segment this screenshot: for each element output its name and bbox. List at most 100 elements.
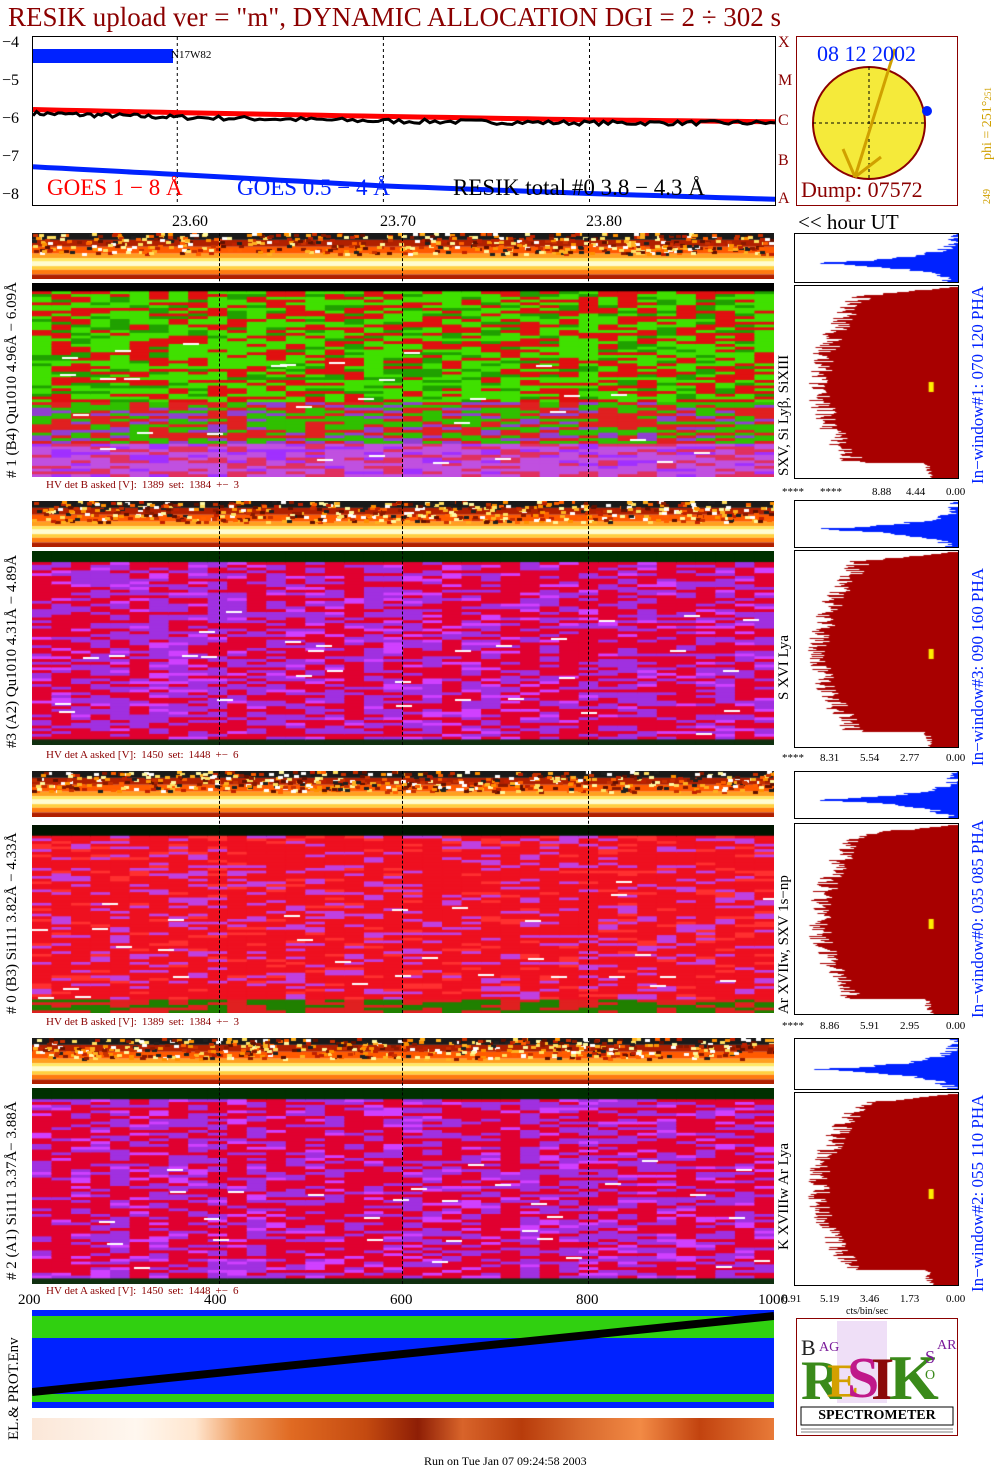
goes-class-a: A bbox=[778, 190, 790, 207]
svg-text:R: R bbox=[801, 1350, 842, 1412]
pha-tick: 8.88 bbox=[872, 486, 892, 498]
flag-bar bbox=[33, 49, 173, 63]
time-tick: 23.60 bbox=[172, 213, 208, 230]
y-tick: −6 bbox=[2, 110, 20, 127]
line-label: K XVIIIw Ar Lya bbox=[776, 1142, 792, 1250]
line-label: S XVI Lya bbox=[776, 635, 792, 700]
gradient-strip bbox=[32, 1418, 774, 1440]
pha-tick: **** bbox=[782, 752, 804, 764]
svg-text:E: E bbox=[827, 1355, 859, 1408]
bin-tick: 600 bbox=[390, 1292, 413, 1308]
bin-tick: 1000 bbox=[758, 1292, 788, 1308]
pha-tick: **** bbox=[820, 486, 842, 498]
pha-top-histogram bbox=[794, 1038, 959, 1090]
pha-top-canvas bbox=[795, 772, 958, 818]
pha-window-label: In−window#1: 070 120 PHA bbox=[968, 285, 987, 484]
pha-canvas bbox=[795, 551, 958, 747]
y-tick: −5 bbox=[2, 72, 20, 89]
sun-panel: 08 12 2002 Dump: 07572 bbox=[796, 36, 958, 206]
pha-tick: 2.95 bbox=[900, 1020, 920, 1032]
pha-tick: 0.00 bbox=[946, 486, 966, 498]
spectrogram-det1 bbox=[32, 233, 774, 477]
flag-label: N17W82 bbox=[171, 49, 212, 61]
pha-histogram bbox=[794, 823, 959, 1015]
line-label: Ar XVIIw, SXV 1s−np bbox=[776, 875, 792, 1014]
pha-tick: 8.31 bbox=[820, 752, 840, 764]
y-tick: −8 bbox=[2, 186, 20, 203]
env-panel bbox=[32, 1310, 774, 1408]
y-tick: −4 bbox=[2, 34, 20, 51]
series-resik bbox=[33, 109, 775, 128]
time-tick: 23.80 bbox=[586, 213, 622, 230]
goes-class-m: M bbox=[778, 72, 793, 89]
svg-text:AR: AR bbox=[937, 1338, 957, 1353]
pha-tick: **** bbox=[782, 1020, 804, 1032]
spectrogram-canvas bbox=[32, 1088, 774, 1284]
env-trend-line bbox=[32, 1312, 774, 1396]
bin-tick: 200 bbox=[18, 1292, 41, 1308]
goes-class-x: X bbox=[778, 34, 790, 51]
pha-histogram bbox=[794, 1092, 959, 1286]
phi-angle: phi = 251°251 bbox=[980, 87, 995, 160]
env-svg bbox=[32, 1310, 774, 1408]
pha-top-histogram bbox=[794, 771, 959, 819]
goes-class-c: C bbox=[778, 112, 789, 129]
svg-text:B: B bbox=[801, 1335, 816, 1360]
spectrogram-det2 bbox=[32, 1038, 774, 1284]
env-label: EL.& PROT.Env bbox=[6, 1337, 22, 1440]
svg-text:S: S bbox=[925, 1347, 935, 1367]
pha-tick: 8.86 bbox=[820, 1020, 840, 1032]
spectrum-top-canvas bbox=[32, 1038, 774, 1084]
series-goes054 bbox=[33, 164, 775, 202]
spectrum-top-canvas bbox=[32, 771, 774, 817]
phi-bottom: 249 bbox=[982, 189, 993, 204]
legend-goes18: GOES 1 − 8 Å bbox=[47, 175, 183, 200]
pha-top-canvas bbox=[795, 501, 958, 547]
spectrogram-canvas bbox=[32, 283, 774, 477]
detector-label: # 0 (B3) Si111 3.82Å − 4.33Å bbox=[4, 832, 20, 1014]
line-label: SXV, Si Lyβ, SiXIII bbox=[776, 354, 792, 476]
bin-tick: 800 bbox=[576, 1292, 599, 1308]
legend-resik: RESIK total #0 3.8 − 4.3 Å bbox=[453, 175, 705, 200]
page-title: RESIK upload ver = "m", DYNAMIC ALLOCATI… bbox=[8, 2, 782, 32]
pha-tick: 5.19 bbox=[820, 1293, 840, 1305]
goes-class-b: B bbox=[778, 152, 789, 169]
detector-label: # 2 (A1) Si111 3.37Å− 3.88Å bbox=[4, 1101, 20, 1280]
sun-disk-svg bbox=[812, 48, 932, 180]
pha-tick: 5.54 bbox=[860, 752, 880, 764]
pha-canvas bbox=[795, 824, 958, 1014]
pha-canvas bbox=[795, 286, 958, 478]
hour-ut-label: << hour UT bbox=[798, 210, 899, 234]
pha-tick: 6.91 bbox=[782, 1293, 802, 1305]
pha-tick: **** bbox=[782, 486, 804, 498]
pha-top-canvas bbox=[795, 234, 958, 282]
resik-logo: R E S I K B AG S O AR SPECTROMETER bbox=[796, 1318, 958, 1436]
detector-label: #3 (A2) Qu1010 4.31Å − 4.89Å bbox=[4, 554, 20, 748]
resik-logo-art: R E S I K B AG S O AR bbox=[797, 1319, 957, 1435]
pha-tick: 0.00 bbox=[946, 752, 966, 764]
flare-position-marker bbox=[922, 106, 932, 116]
svg-text:K: K bbox=[889, 1342, 939, 1413]
time-tick: 23.70 bbox=[380, 213, 416, 230]
pha-tick: 2.77 bbox=[900, 752, 920, 764]
hv-line: HV det B asked [V]: 1389 set: 1384 +− 3 bbox=[46, 479, 240, 491]
pha-tick: 0.00 bbox=[946, 1020, 966, 1032]
dump-number: Dump: 07572 bbox=[801, 177, 923, 202]
svg-text:I: I bbox=[871, 1346, 894, 1412]
pha-tick: 0.00 bbox=[946, 1293, 966, 1305]
hv-line: HV det A asked [V]: 1450 set: 1448 +− 6 bbox=[46, 1285, 239, 1297]
pha-window-label: In−window#0: 035 085 PHA bbox=[968, 819, 987, 1018]
pha-window-label: In−window#3: 090 160 PHA bbox=[968, 567, 987, 766]
pha-tick: 1.73 bbox=[900, 1293, 920, 1305]
spectrum-top-canvas bbox=[32, 501, 774, 547]
svg-text:AG: AG bbox=[819, 1340, 839, 1355]
pha-top-histogram bbox=[794, 500, 959, 548]
pha-tick: 5.91 bbox=[860, 1020, 880, 1032]
svg-text:S: S bbox=[847, 1345, 879, 1410]
bin-tick: 400 bbox=[204, 1292, 227, 1308]
detector-label: # 1 (B4) Qu1010 4.96Å − 6.09Å bbox=[4, 282, 20, 478]
y-tick: −7 bbox=[2, 148, 20, 165]
hv-line: HV det A asked [V]: 1450 set: 1448 +− 6 bbox=[46, 749, 239, 761]
spectrogram-det0 bbox=[32, 771, 774, 1013]
goes-panel: N17W82 GOES 1 − 8 Å GOES 0.5 − 4 Å RESIK… bbox=[32, 36, 776, 206]
